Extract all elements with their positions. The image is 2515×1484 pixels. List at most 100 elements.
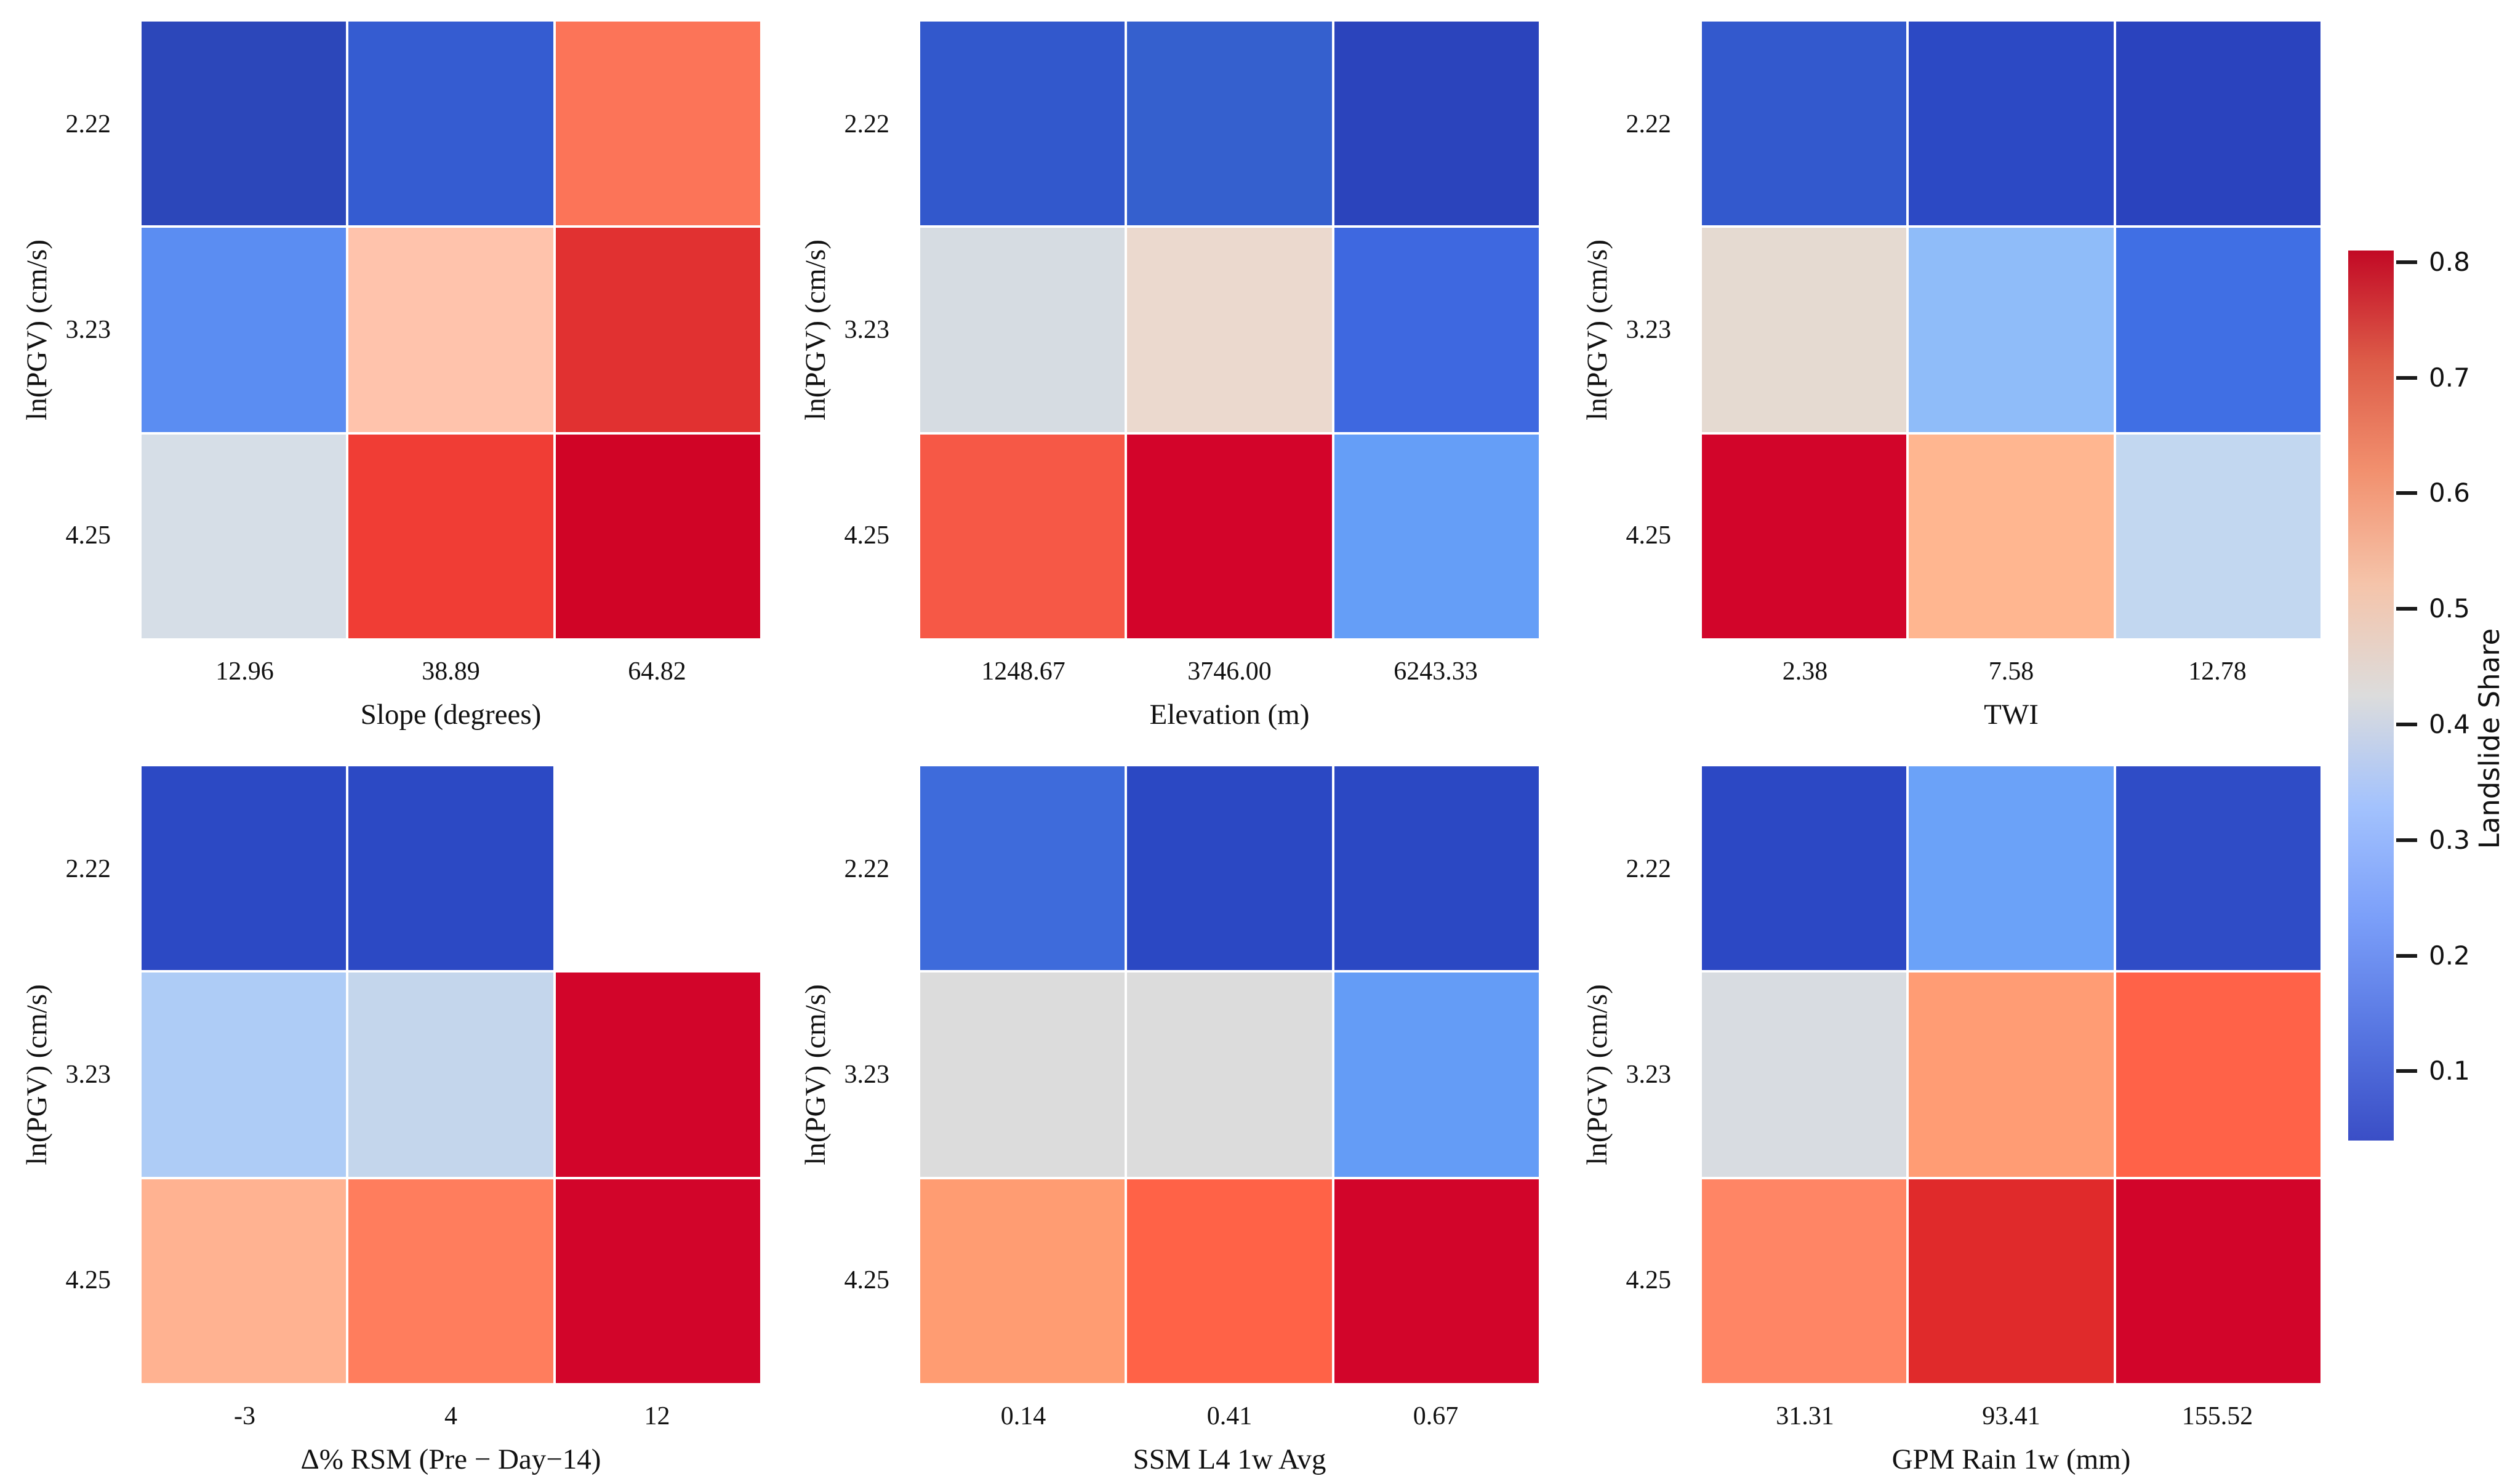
y-tick-label: 2.22	[65, 855, 111, 883]
y-tick-label: 4.25	[65, 521, 111, 550]
heatmap-cell	[920, 434, 1125, 638]
x-tick-label: 0.67	[1413, 1402, 1459, 1430]
heatmap-cell	[555, 434, 760, 638]
colorbar-tick-mark	[2396, 838, 2417, 842]
heatmap-cell	[348, 228, 553, 432]
x-tick-label: 155.52	[2181, 1402, 2253, 1430]
x-tick-label: 64.82	[628, 657, 686, 686]
heatmap-cell	[555, 973, 760, 1177]
heatmap-grid	[142, 22, 760, 638]
x-axis-label: Δ% RSM (Pre − Day−14)	[300, 1443, 601, 1475]
colorbar-tick-mark	[2396, 953, 2417, 958]
y-tick-label: 3.23	[1626, 1061, 1672, 1089]
colorbar-tick-mark	[2396, 375, 2417, 380]
colorbar-tick-label: 0.2	[2429, 940, 2470, 971]
heatmap-cell	[142, 228, 347, 432]
x-axis-label: TWI	[1984, 699, 2039, 731]
colorbar-tick-label: 0.4	[2429, 708, 2470, 739]
heatmap-cell	[348, 1179, 553, 1383]
heatmap-cell	[1909, 228, 2114, 432]
colorbar-tick-mark	[2396, 722, 2417, 726]
heatmap-cell	[1334, 973, 1539, 1177]
heatmap-cell	[2116, 434, 2320, 638]
x-axis-label: Slope (degrees)	[360, 699, 542, 731]
heatmap-cell	[2116, 228, 2320, 432]
heatmap-cell	[348, 973, 553, 1177]
x-tick-label: 31.31	[1776, 1402, 1834, 1430]
heatmap-cell	[555, 228, 760, 432]
colorbar-axis-label: Landslide Share	[2473, 628, 2506, 849]
heatmap-cell	[1702, 228, 1907, 432]
y-tick-label: 2.22	[65, 110, 111, 138]
y-tick-label: 2.22	[844, 855, 890, 883]
heatmap-cell	[1127, 434, 1332, 638]
y-tick-label: 2.22	[1626, 855, 1672, 883]
x-tick-label: 12.96	[215, 657, 274, 686]
heatmap-cell	[1702, 22, 1907, 226]
colorbar-tick-label: 0.6	[2429, 478, 2470, 508]
x-tick-label: 12.78	[2188, 657, 2247, 686]
heatmap-cell	[142, 973, 347, 1177]
colorbar-tick-mark	[2396, 260, 2417, 264]
heatmap-cell	[1909, 434, 2114, 638]
y-tick-label: 3.23	[844, 1061, 890, 1089]
heatmap-cell	[1702, 434, 1907, 638]
x-axis-label: Elevation (m)	[1149, 699, 1310, 731]
y-tick-label: 4.25	[1626, 521, 1672, 550]
heatmap-cell	[1334, 228, 1539, 432]
x-tick-label: 4	[444, 1402, 457, 1430]
heatmap-cell	[920, 973, 1125, 1177]
heatmap-cell	[142, 1179, 347, 1383]
colorbar-tick-mark	[2396, 1069, 2417, 1073]
x-tick-label: 1248.67	[981, 657, 1065, 686]
heatmap-cell	[1909, 22, 2114, 226]
heatmap-cell	[920, 766, 1125, 971]
x-tick-label: 0.41	[1206, 1402, 1253, 1430]
heatmap-cell	[2116, 973, 2320, 1177]
heatmap-cell	[920, 228, 1125, 432]
x-axis-label: SSM L4 1w Avg	[1133, 1443, 1326, 1475]
heatmap-cell	[142, 434, 347, 638]
heatmap-cell	[555, 1179, 760, 1383]
x-tick-label: -3	[234, 1402, 255, 1430]
heatmap-cell	[555, 22, 760, 226]
heatmap-grid	[920, 22, 1539, 638]
heatmap-cell	[142, 766, 347, 971]
x-axis-label: GPM Rain 1w (mm)	[1891, 1443, 2131, 1475]
heatmap-cell	[1702, 766, 1907, 971]
y-tick-label: 4.25	[1626, 1266, 1672, 1294]
heatmap-cell	[348, 434, 553, 638]
heatmap-cell	[2116, 22, 2320, 226]
heatmap-cell	[1127, 228, 1332, 432]
heatmap-cell	[1702, 973, 1907, 1177]
heatmap-cell	[1702, 1179, 1907, 1383]
heatmap-cell	[1334, 1179, 1539, 1383]
heatmap-grid	[1702, 766, 2320, 1383]
colorbar-tick-label: 0.7	[2429, 362, 2470, 393]
colorbar-tick-label: 0.1	[2429, 1056, 2470, 1086]
y-tick-label: 2.22	[844, 110, 890, 138]
heatmap-grid	[1702, 22, 2320, 638]
heatmap-cell	[1127, 1179, 1332, 1383]
y-tick-label: 4.25	[65, 1266, 111, 1294]
colorbar-tick-mark	[2396, 607, 2417, 611]
y-tick-label: 3.23	[1626, 316, 1672, 344]
colorbar-tick-label: 0.5	[2429, 593, 2470, 624]
x-tick-label: 6243.33	[1394, 657, 1478, 686]
x-tick-label: 93.41	[1982, 1402, 2040, 1430]
heatmap-cell	[1334, 766, 1539, 971]
colorbar-tick-label: 0.8	[2429, 246, 2470, 277]
heatmap-grid	[142, 766, 760, 1383]
colorbar	[2348, 251, 2394, 1141]
heatmap-cell	[1334, 22, 1539, 226]
heatmap-grid	[920, 766, 1539, 1383]
colorbar-tick-mark	[2396, 491, 2417, 495]
heatmap-cell	[142, 22, 347, 226]
heatmap-cell	[348, 22, 553, 226]
heatmap-cell	[1334, 434, 1539, 638]
y-tick-label: 4.25	[844, 1266, 890, 1294]
x-tick-label: 3746.00	[1187, 657, 1272, 686]
heatmap-cell	[1127, 973, 1332, 1177]
heatmap-cell	[2116, 1179, 2320, 1383]
